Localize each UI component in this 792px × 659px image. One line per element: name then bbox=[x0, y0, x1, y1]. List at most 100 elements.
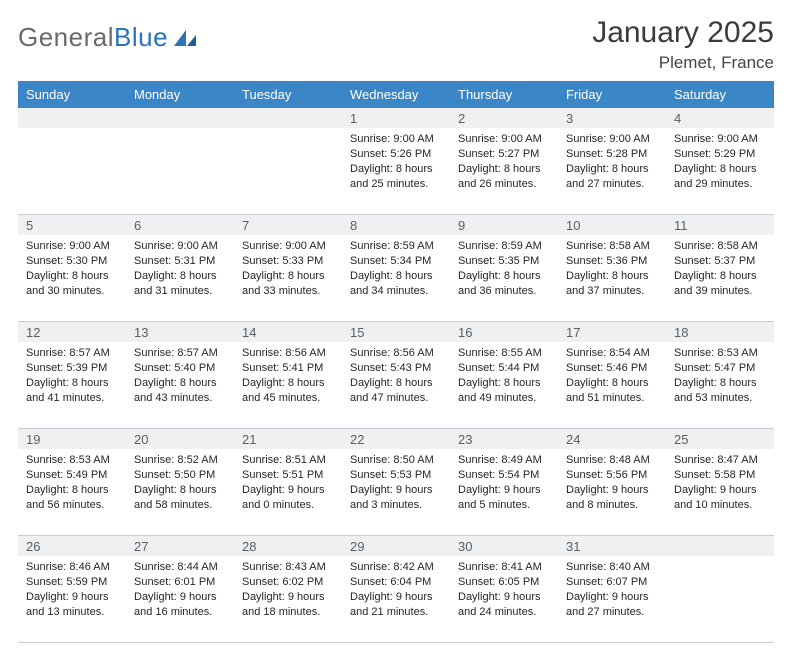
day-number-cell bbox=[126, 108, 234, 128]
day-details: Sunrise: 9:00 AMSunset: 5:31 PMDaylight:… bbox=[126, 235, 234, 304]
day-header: Sunday bbox=[18, 81, 126, 108]
day-number-cell: 18 bbox=[666, 322, 774, 343]
day-header: Wednesday bbox=[342, 81, 450, 108]
logo-sail-icon bbox=[172, 28, 198, 48]
day-details: Sunrise: 8:56 AMSunset: 5:41 PMDaylight:… bbox=[234, 342, 342, 411]
day-details: Sunrise: 8:54 AMSunset: 5:46 PMDaylight:… bbox=[558, 342, 666, 411]
day-details: Sunrise: 9:00 AMSunset: 5:28 PMDaylight:… bbox=[558, 128, 666, 197]
week-daynum-row: 262728293031 bbox=[18, 536, 774, 557]
day-detail-cell: Sunrise: 8:44 AMSunset: 6:01 PMDaylight:… bbox=[126, 556, 234, 643]
day-detail-cell: Sunrise: 8:56 AMSunset: 5:41 PMDaylight:… bbox=[234, 342, 342, 429]
day-number-cell: 22 bbox=[342, 429, 450, 450]
day-number-cell bbox=[18, 108, 126, 128]
day-detail-cell: Sunrise: 8:51 AMSunset: 5:51 PMDaylight:… bbox=[234, 449, 342, 536]
day-number-cell: 28 bbox=[234, 536, 342, 557]
week-daynum-row: 19202122232425 bbox=[18, 429, 774, 450]
day-number-cell: 31 bbox=[558, 536, 666, 557]
day-number-cell: 3 bbox=[558, 108, 666, 128]
day-detail-cell: Sunrise: 8:56 AMSunset: 5:43 PMDaylight:… bbox=[342, 342, 450, 429]
day-detail-cell: Sunrise: 9:00 AMSunset: 5:27 PMDaylight:… bbox=[450, 128, 558, 215]
day-detail-cell: Sunrise: 9:00 AMSunset: 5:33 PMDaylight:… bbox=[234, 235, 342, 322]
week-detail-row: Sunrise: 9:00 AMSunset: 5:26 PMDaylight:… bbox=[18, 128, 774, 215]
day-detail-cell: Sunrise: 8:57 AMSunset: 5:39 PMDaylight:… bbox=[18, 342, 126, 429]
day-header: Monday bbox=[126, 81, 234, 108]
day-detail-cell bbox=[234, 128, 342, 215]
day-number-cell: 23 bbox=[450, 429, 558, 450]
day-details: Sunrise: 8:58 AMSunset: 5:36 PMDaylight:… bbox=[558, 235, 666, 304]
day-details: Sunrise: 8:59 AMSunset: 5:35 PMDaylight:… bbox=[450, 235, 558, 304]
day-number-cell: 2 bbox=[450, 108, 558, 128]
day-number-cell: 8 bbox=[342, 215, 450, 236]
day-details: Sunrise: 8:43 AMSunset: 6:02 PMDaylight:… bbox=[234, 556, 342, 625]
day-detail-cell: Sunrise: 8:58 AMSunset: 5:36 PMDaylight:… bbox=[558, 235, 666, 322]
day-details: Sunrise: 9:00 AMSunset: 5:30 PMDaylight:… bbox=[18, 235, 126, 304]
day-number-cell: 25 bbox=[666, 429, 774, 450]
day-detail-cell: Sunrise: 8:53 AMSunset: 5:47 PMDaylight:… bbox=[666, 342, 774, 429]
calendar-table: SundayMondayTuesdayWednesdayThursdayFrid… bbox=[18, 81, 774, 643]
day-number-cell: 13 bbox=[126, 322, 234, 343]
day-detail-cell: Sunrise: 8:52 AMSunset: 5:50 PMDaylight:… bbox=[126, 449, 234, 536]
month-title: January 2025 bbox=[592, 16, 774, 49]
day-details: Sunrise: 9:00 AMSunset: 5:26 PMDaylight:… bbox=[342, 128, 450, 197]
day-number-cell: 6 bbox=[126, 215, 234, 236]
calendar-head: SundayMondayTuesdayWednesdayThursdayFrid… bbox=[18, 81, 774, 108]
day-details: Sunrise: 8:44 AMSunset: 6:01 PMDaylight:… bbox=[126, 556, 234, 625]
day-details: Sunrise: 8:49 AMSunset: 5:54 PMDaylight:… bbox=[450, 449, 558, 518]
day-number-cell: 17 bbox=[558, 322, 666, 343]
week-detail-row: Sunrise: 9:00 AMSunset: 5:30 PMDaylight:… bbox=[18, 235, 774, 322]
day-detail-cell: Sunrise: 8:59 AMSunset: 5:34 PMDaylight:… bbox=[342, 235, 450, 322]
day-number-cell: 1 bbox=[342, 108, 450, 128]
day-detail-cell: Sunrise: 8:46 AMSunset: 5:59 PMDaylight:… bbox=[18, 556, 126, 643]
calendar-body: 1234Sunrise: 9:00 AMSunset: 5:26 PMDayli… bbox=[18, 108, 774, 643]
day-detail-cell: Sunrise: 8:58 AMSunset: 5:37 PMDaylight:… bbox=[666, 235, 774, 322]
logo-word-general: General bbox=[18, 22, 114, 52]
day-detail-cell: Sunrise: 9:00 AMSunset: 5:26 PMDaylight:… bbox=[342, 128, 450, 215]
day-header: Friday bbox=[558, 81, 666, 108]
day-detail-cell: Sunrise: 9:00 AMSunset: 5:28 PMDaylight:… bbox=[558, 128, 666, 215]
day-details: Sunrise: 9:00 AMSunset: 5:29 PMDaylight:… bbox=[666, 128, 774, 197]
calendar-page: GeneralBlue January 2025 Plemet, France … bbox=[0, 0, 792, 659]
logo: GeneralBlue bbox=[18, 16, 198, 53]
day-detail-cell: Sunrise: 8:49 AMSunset: 5:54 PMDaylight:… bbox=[450, 449, 558, 536]
day-details: Sunrise: 8:58 AMSunset: 5:37 PMDaylight:… bbox=[666, 235, 774, 304]
logo-word-blue: Blue bbox=[114, 22, 168, 52]
week-detail-row: Sunrise: 8:57 AMSunset: 5:39 PMDaylight:… bbox=[18, 342, 774, 429]
day-number-cell: 15 bbox=[342, 322, 450, 343]
day-number-cell: 12 bbox=[18, 322, 126, 343]
day-number-cell: 20 bbox=[126, 429, 234, 450]
day-number-cell: 26 bbox=[18, 536, 126, 557]
day-details: Sunrise: 8:48 AMSunset: 5:56 PMDaylight:… bbox=[558, 449, 666, 518]
day-number-cell: 24 bbox=[558, 429, 666, 450]
day-detail-cell: Sunrise: 8:55 AMSunset: 5:44 PMDaylight:… bbox=[450, 342, 558, 429]
day-number-cell: 4 bbox=[666, 108, 774, 128]
day-details: Sunrise: 8:42 AMSunset: 6:04 PMDaylight:… bbox=[342, 556, 450, 625]
day-detail-cell: Sunrise: 8:53 AMSunset: 5:49 PMDaylight:… bbox=[18, 449, 126, 536]
day-detail-cell: Sunrise: 8:40 AMSunset: 6:07 PMDaylight:… bbox=[558, 556, 666, 643]
week-daynum-row: 1234 bbox=[18, 108, 774, 128]
day-details: Sunrise: 8:40 AMSunset: 6:07 PMDaylight:… bbox=[558, 556, 666, 625]
day-details: Sunrise: 9:00 AMSunset: 5:27 PMDaylight:… bbox=[450, 128, 558, 197]
day-details: Sunrise: 8:47 AMSunset: 5:58 PMDaylight:… bbox=[666, 449, 774, 518]
day-number-cell: 10 bbox=[558, 215, 666, 236]
day-detail-cell: Sunrise: 8:50 AMSunset: 5:53 PMDaylight:… bbox=[342, 449, 450, 536]
day-detail-cell: Sunrise: 9:00 AMSunset: 5:29 PMDaylight:… bbox=[666, 128, 774, 215]
day-detail-cell: Sunrise: 8:48 AMSunset: 5:56 PMDaylight:… bbox=[558, 449, 666, 536]
day-details: Sunrise: 8:57 AMSunset: 5:40 PMDaylight:… bbox=[126, 342, 234, 411]
day-number-cell: 29 bbox=[342, 536, 450, 557]
day-detail-cell: Sunrise: 9:00 AMSunset: 5:30 PMDaylight:… bbox=[18, 235, 126, 322]
day-number-cell: 27 bbox=[126, 536, 234, 557]
week-daynum-row: 567891011 bbox=[18, 215, 774, 236]
day-header: Tuesday bbox=[234, 81, 342, 108]
day-number-cell: 9 bbox=[450, 215, 558, 236]
day-details: Sunrise: 8:46 AMSunset: 5:59 PMDaylight:… bbox=[18, 556, 126, 625]
day-number-cell: 21 bbox=[234, 429, 342, 450]
day-details: Sunrise: 8:59 AMSunset: 5:34 PMDaylight:… bbox=[342, 235, 450, 304]
day-details: Sunrise: 8:57 AMSunset: 5:39 PMDaylight:… bbox=[18, 342, 126, 411]
day-number-cell: 16 bbox=[450, 322, 558, 343]
day-detail-cell: Sunrise: 9:00 AMSunset: 5:31 PMDaylight:… bbox=[126, 235, 234, 322]
day-details: Sunrise: 8:53 AMSunset: 5:47 PMDaylight:… bbox=[666, 342, 774, 411]
day-detail-cell bbox=[126, 128, 234, 215]
day-details: Sunrise: 8:52 AMSunset: 5:50 PMDaylight:… bbox=[126, 449, 234, 518]
day-detail-cell: Sunrise: 8:54 AMSunset: 5:46 PMDaylight:… bbox=[558, 342, 666, 429]
day-number-cell bbox=[666, 536, 774, 557]
